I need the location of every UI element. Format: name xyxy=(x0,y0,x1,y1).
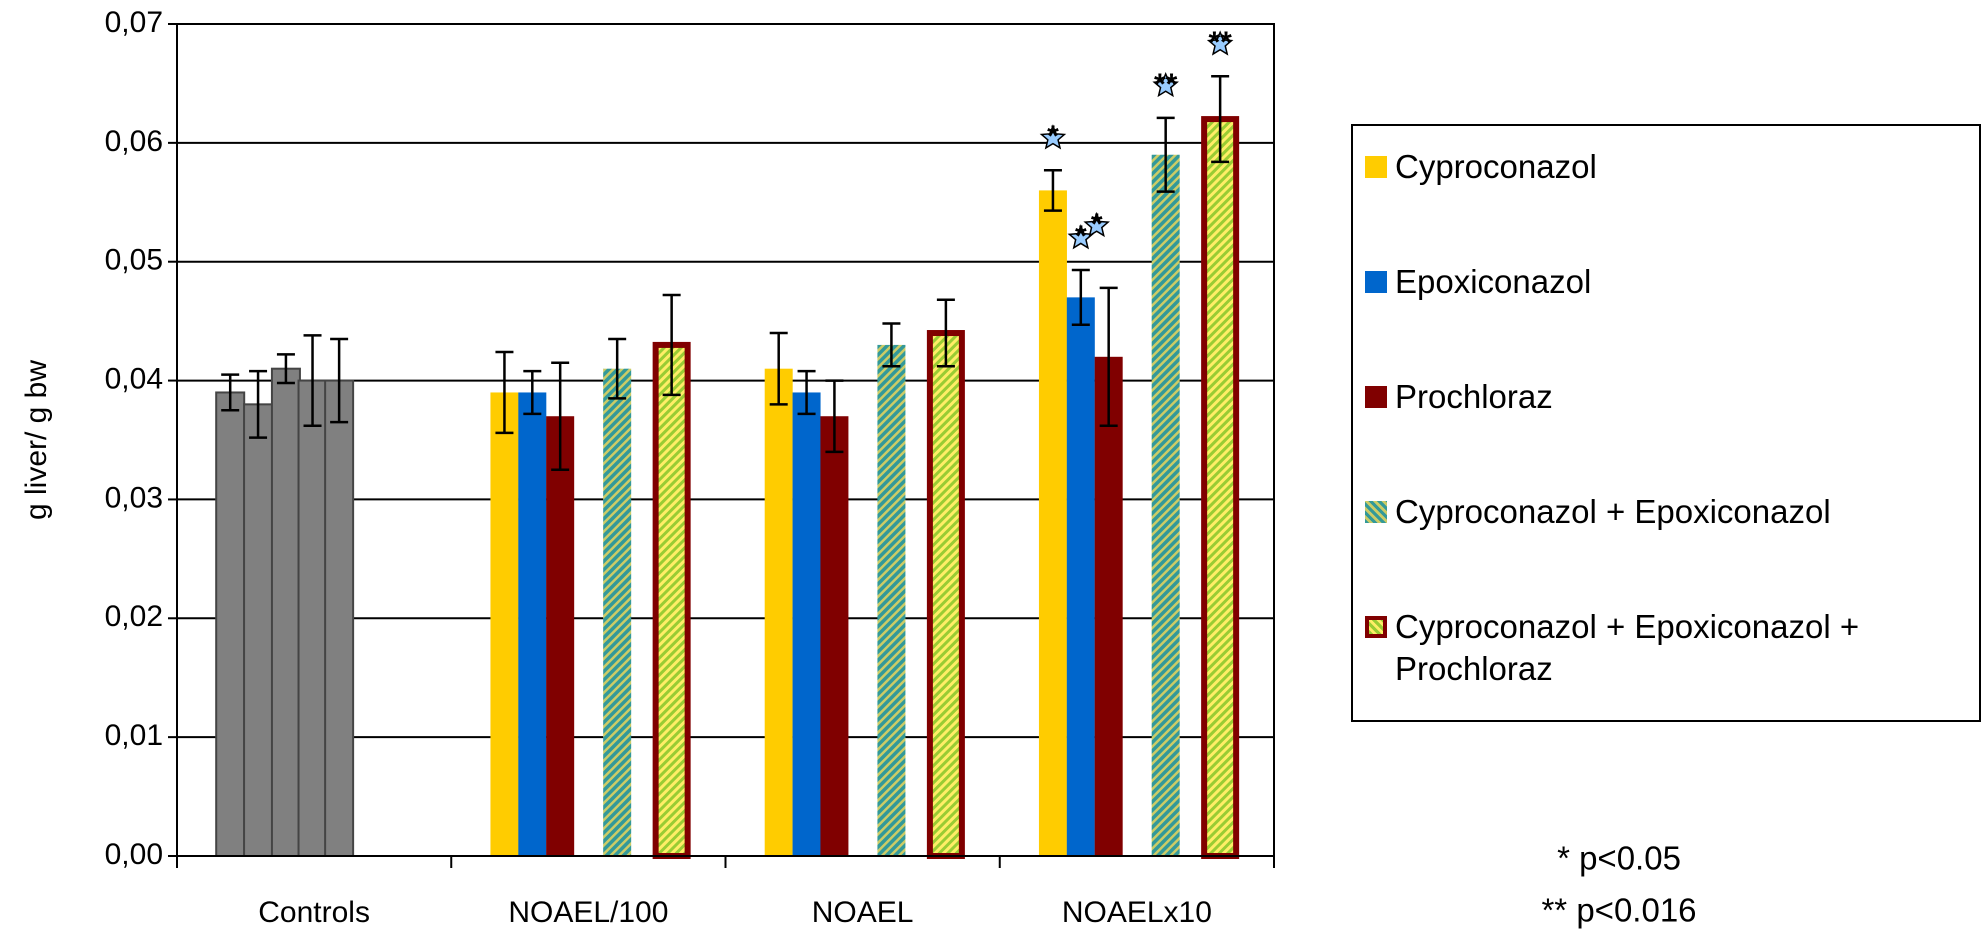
error-bar xyxy=(249,369,268,439)
plot-frame xyxy=(176,23,1275,857)
legend-item: Epoxiconazol xyxy=(1365,261,1967,376)
bar xyxy=(270,367,301,857)
error-bar xyxy=(221,373,240,412)
bar xyxy=(546,416,575,856)
bar xyxy=(877,344,906,856)
legend-label: Prochloraz xyxy=(1395,378,1553,415)
error-bar xyxy=(523,369,542,416)
error-bar xyxy=(276,353,295,385)
bar xyxy=(1151,154,1180,856)
y-tick-label: 0,01 xyxy=(105,719,163,752)
x-tick-label: NOAEL/100 xyxy=(508,896,668,929)
error-bar xyxy=(797,369,816,416)
legend-item: Cyproconazol xyxy=(1365,146,1967,261)
legend: Cyproconazol Epoxiconazol Prochloraz Cyproc… xyxy=(1351,124,1981,722)
bar xyxy=(1066,297,1095,856)
bar xyxy=(297,379,328,857)
bar xyxy=(603,368,632,856)
legend-label: Cyproconazol + Epoxiconazol xyxy=(1395,493,1831,530)
y-tick-label: 0,03 xyxy=(105,481,163,514)
error-bar xyxy=(1099,286,1118,427)
legend-label: Epoxiconazol xyxy=(1395,263,1592,300)
significance-star xyxy=(1206,30,1234,56)
y-tick-label: 0,07 xyxy=(105,6,163,39)
significance-label: * xyxy=(1091,208,1103,241)
legend-swatch xyxy=(1365,616,1387,638)
error-bar xyxy=(936,298,955,368)
bar xyxy=(820,416,849,856)
footnote: ** p<0.016 xyxy=(1541,892,1696,929)
y-tick-label: 0,04 xyxy=(105,362,163,395)
legend-swatch xyxy=(1365,386,1387,408)
error-bar xyxy=(769,331,788,406)
error-bar xyxy=(882,322,901,368)
significance-star xyxy=(1039,124,1067,150)
significance-label: * xyxy=(1047,120,1059,153)
legend-label: Cyproconazol xyxy=(1395,148,1597,185)
legend-swatch xyxy=(1365,156,1387,178)
footnote: * p<0.05 xyxy=(1557,840,1681,877)
error-bar xyxy=(1211,75,1230,164)
error-bar xyxy=(825,379,844,454)
error-bar xyxy=(608,337,627,400)
bar xyxy=(490,392,519,856)
significance-label: ** xyxy=(1154,68,1178,101)
error-bar xyxy=(330,337,349,424)
error-bar xyxy=(303,334,322,427)
y-tick-label: 0,06 xyxy=(105,125,163,158)
significance-label: * xyxy=(1075,220,1087,253)
bar xyxy=(1201,116,1240,860)
y-axis-label: g liver/ g bw xyxy=(20,360,53,520)
bar xyxy=(518,392,547,856)
error-bar xyxy=(1043,168,1062,212)
legend-item: Prochloraz xyxy=(1365,376,1967,491)
bar xyxy=(243,403,274,857)
significance-star xyxy=(1083,211,1110,238)
bar xyxy=(1094,356,1123,856)
bar xyxy=(324,379,355,857)
error-bar xyxy=(495,350,514,435)
error-bar xyxy=(551,361,570,471)
legend-swatch xyxy=(1365,501,1387,523)
bar xyxy=(215,391,246,857)
x-tick-label: NOAELx10 xyxy=(1062,896,1212,929)
y-tick-label: 0,00 xyxy=(105,838,163,871)
legend-item: Cyproconazol + Epoxiconazol + Prochloraz xyxy=(1365,606,1967,721)
bar xyxy=(792,392,821,856)
error-bar xyxy=(1071,268,1090,326)
legend-swatch xyxy=(1365,271,1387,293)
error-bar xyxy=(662,293,681,397)
y-tick-label: 0,02 xyxy=(105,600,163,633)
significance-star xyxy=(1152,71,1179,98)
legend-item: Cyproconazol + Epoxiconazol xyxy=(1365,491,1967,606)
x-tick-label: NOAEL xyxy=(812,896,914,929)
error-bar xyxy=(1156,116,1175,193)
significance-label: ** xyxy=(1208,26,1232,59)
bar xyxy=(926,330,965,859)
legend-label: Cyproconazol + Epoxiconazol + Prochloraz xyxy=(1395,608,1860,687)
bar xyxy=(1038,190,1067,856)
x-tick-label: Controls xyxy=(258,896,370,929)
bar xyxy=(764,368,793,856)
y-tick-label: 0,05 xyxy=(105,244,163,277)
bar xyxy=(652,341,691,859)
